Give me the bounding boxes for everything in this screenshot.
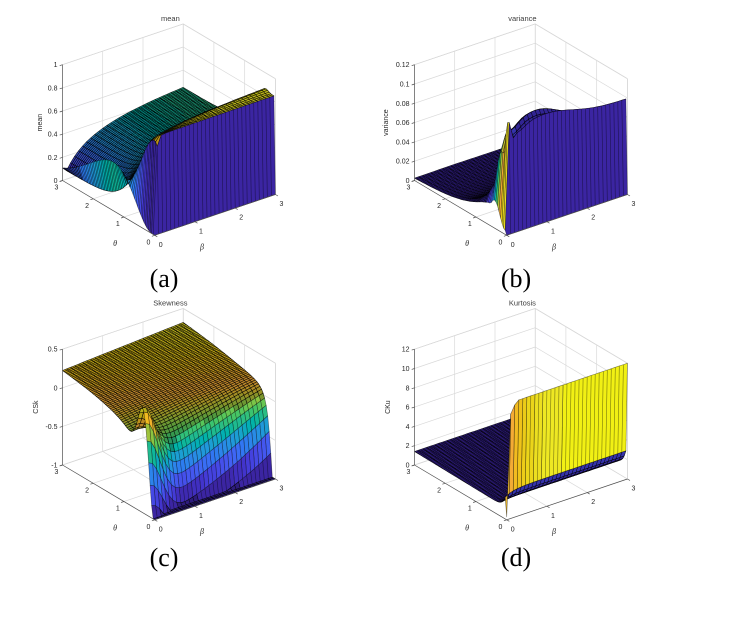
svg-text:Kurtosis: Kurtosis: [509, 299, 536, 308]
svg-text:0: 0: [159, 526, 163, 533]
svg-text:0: 0: [511, 242, 515, 249]
svg-text:3: 3: [279, 201, 283, 208]
svg-text:0: 0: [147, 524, 151, 531]
svg-text:θ: θ: [113, 239, 117, 248]
svg-text:(c): (c): [150, 543, 179, 572]
svg-text:12: 12: [402, 347, 410, 354]
svg-text:variance: variance: [508, 14, 536, 23]
svg-text:0.12: 0.12: [396, 62, 410, 69]
svg-text:(b): (b): [501, 264, 531, 293]
svg-text:2: 2: [85, 203, 89, 210]
svg-text:0.08: 0.08: [396, 101, 410, 108]
svg-text:3: 3: [631, 486, 635, 493]
svg-text:0: 0: [406, 463, 410, 470]
svg-text:Skewness: Skewness: [153, 299, 187, 308]
svg-text:(a): (a): [150, 264, 179, 293]
svg-text:2: 2: [239, 215, 243, 222]
svg-text:0.8: 0.8: [48, 85, 58, 92]
svg-text:0.4: 0.4: [48, 132, 58, 139]
svg-text:0: 0: [511, 526, 515, 533]
svg-text:variance: variance: [383, 109, 390, 136]
svg-text:β: β: [551, 242, 556, 251]
svg-text:CKu: CKu: [385, 400, 392, 414]
svg-text:β: β: [551, 527, 556, 536]
svg-text:β: β: [199, 527, 204, 536]
svg-text:1: 1: [199, 228, 203, 235]
svg-text:0: 0: [147, 239, 151, 246]
svg-text:β: β: [199, 242, 204, 251]
svg-text:0: 0: [406, 178, 410, 185]
svg-text:2: 2: [85, 487, 89, 494]
svg-text:θ: θ: [465, 239, 469, 248]
svg-text:2: 2: [437, 203, 441, 210]
svg-text:0.06: 0.06: [396, 120, 410, 127]
svg-text:θ: θ: [465, 523, 469, 532]
svg-text:θ: θ: [113, 523, 117, 532]
svg-text:2: 2: [437, 487, 441, 494]
svg-text:3: 3: [54, 469, 58, 476]
svg-text:1: 1: [551, 228, 555, 235]
svg-text:1: 1: [116, 221, 120, 228]
svg-text:1: 1: [54, 62, 58, 69]
svg-text:2: 2: [406, 443, 410, 450]
svg-text:6: 6: [406, 405, 410, 412]
svg-text:3: 3: [631, 201, 635, 208]
svg-text:2: 2: [591, 499, 595, 506]
svg-text:mean: mean: [161, 14, 180, 23]
svg-text:mean: mean: [37, 114, 44, 132]
svg-text:1: 1: [551, 513, 555, 520]
svg-text:3: 3: [406, 185, 410, 192]
svg-text:1: 1: [468, 506, 472, 513]
svg-text:-0.5: -0.5: [45, 424, 57, 431]
svg-text:0: 0: [54, 385, 58, 392]
svg-text:1: 1: [468, 221, 472, 228]
svg-text:0: 0: [499, 239, 503, 246]
svg-text:0.04: 0.04: [396, 139, 410, 146]
svg-text:0.5: 0.5: [48, 347, 58, 354]
svg-text:0: 0: [159, 242, 163, 249]
svg-text:3: 3: [54, 185, 58, 192]
svg-text:(d): (d): [501, 543, 531, 572]
svg-text:CSk: CSk: [33, 400, 40, 414]
svg-text:0.1: 0.1: [400, 82, 410, 89]
svg-text:-1: -1: [51, 463, 57, 470]
svg-text:1: 1: [199, 513, 203, 520]
svg-text:3: 3: [406, 469, 410, 476]
svg-text:2: 2: [591, 215, 595, 222]
svg-text:0.02: 0.02: [396, 159, 410, 166]
svg-text:4: 4: [406, 424, 410, 431]
svg-text:10: 10: [402, 366, 410, 373]
svg-text:3: 3: [279, 486, 283, 493]
svg-text:0: 0: [499, 524, 503, 531]
svg-text:0: 0: [54, 178, 58, 185]
svg-text:8: 8: [406, 385, 410, 392]
svg-text:2: 2: [239, 499, 243, 506]
svg-text:0.6: 0.6: [48, 109, 58, 116]
svg-text:1: 1: [116, 506, 120, 513]
svg-text:0.2: 0.2: [48, 155, 58, 162]
